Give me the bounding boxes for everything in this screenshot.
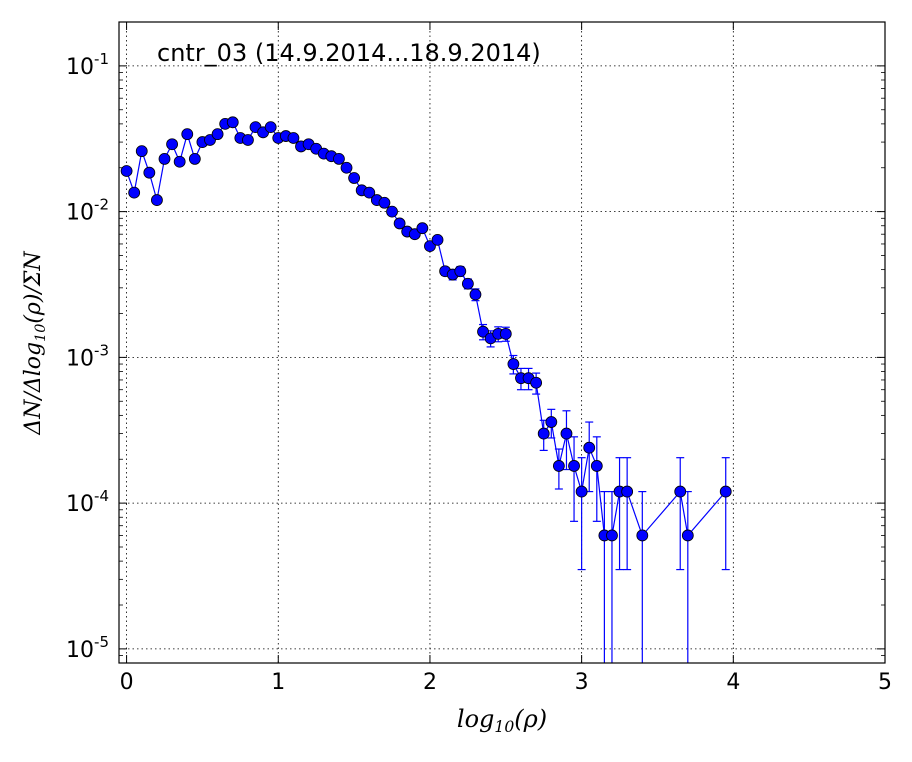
data-point: [530, 376, 543, 389]
data-point: [499, 327, 512, 340]
y-tick-label: 10-4: [66, 487, 109, 517]
x-tick-label: 3: [575, 670, 589, 695]
data-point: [363, 186, 376, 199]
data-point: [537, 427, 550, 440]
data-point: [242, 134, 254, 146]
x-tick-label: 2: [423, 670, 437, 695]
data-point: [333, 153, 345, 165]
data-point: [719, 485, 732, 498]
data-point: [128, 186, 141, 199]
data-point: [264, 121, 277, 134]
x-tick-labels: 0 1 2 3 4 5: [120, 670, 892, 695]
data-point: [135, 145, 148, 158]
y-tick-label: 10-3: [66, 341, 109, 371]
data-point: [158, 153, 171, 165]
data-point: [120, 165, 133, 177]
data-point: [454, 265, 467, 278]
data-point: [348, 172, 361, 184]
y-tick-label: 10-1: [66, 50, 109, 80]
data-point: [469, 288, 482, 301]
plot-frame: [118, 21, 886, 664]
data-point: [378, 196, 391, 209]
data-point: [674, 485, 687, 498]
y-tick-labels: 10-1 10-2 10-3 10-4 10-5: [66, 50, 109, 663]
y-axis-label: ΔN/Δlog10(ρ)/ΣN: [21, 251, 49, 436]
data-point: [681, 529, 694, 542]
data-point: [386, 205, 398, 218]
data-point: [552, 460, 565, 472]
data-point: [461, 277, 474, 290]
data-point: [507, 358, 520, 370]
x-tick-label: 0: [120, 670, 134, 695]
data-point: [568, 460, 580, 472]
data-point: [590, 460, 603, 472]
data-point: [431, 233, 444, 246]
data-point: [560, 427, 573, 440]
data-point: [606, 529, 618, 542]
data-point: [226, 116, 239, 129]
series-line: [126, 121, 727, 537]
data-point: [477, 325, 489, 338]
data-point: [151, 194, 163, 206]
x-axis-label: log10(ρ): [457, 705, 547, 736]
error-bars: [122, 120, 730, 663]
chart-title: cntr_03 (14.9.2014...18.9.2014): [157, 39, 541, 67]
data-point: [211, 128, 224, 141]
data-points: [120, 116, 732, 542]
data-point: [545, 416, 558, 428]
y-tick-label: 10-5: [66, 633, 109, 663]
x-tick-label: 4: [726, 670, 740, 695]
data-point: [188, 153, 201, 165]
series-polyline: [126, 121, 727, 537]
data-point: [424, 240, 436, 253]
data-point: [287, 132, 300, 144]
axis-ticks: [119, 21, 886, 664]
x-tick-label: 5: [878, 670, 892, 695]
data-point: [143, 166, 156, 179]
y-tick-label: 10-2: [66, 196, 109, 226]
x-tick-label: 1: [271, 670, 285, 695]
data-point: [621, 485, 634, 498]
data-point: [636, 529, 649, 542]
data-point: [583, 441, 596, 454]
data-point: [181, 128, 194, 141]
data-point: [575, 485, 588, 498]
data-point: [393, 217, 406, 230]
data-point: [416, 222, 429, 235]
data-point: [166, 138, 178, 151]
data-point: [173, 155, 186, 168]
data-point: [340, 161, 353, 174]
